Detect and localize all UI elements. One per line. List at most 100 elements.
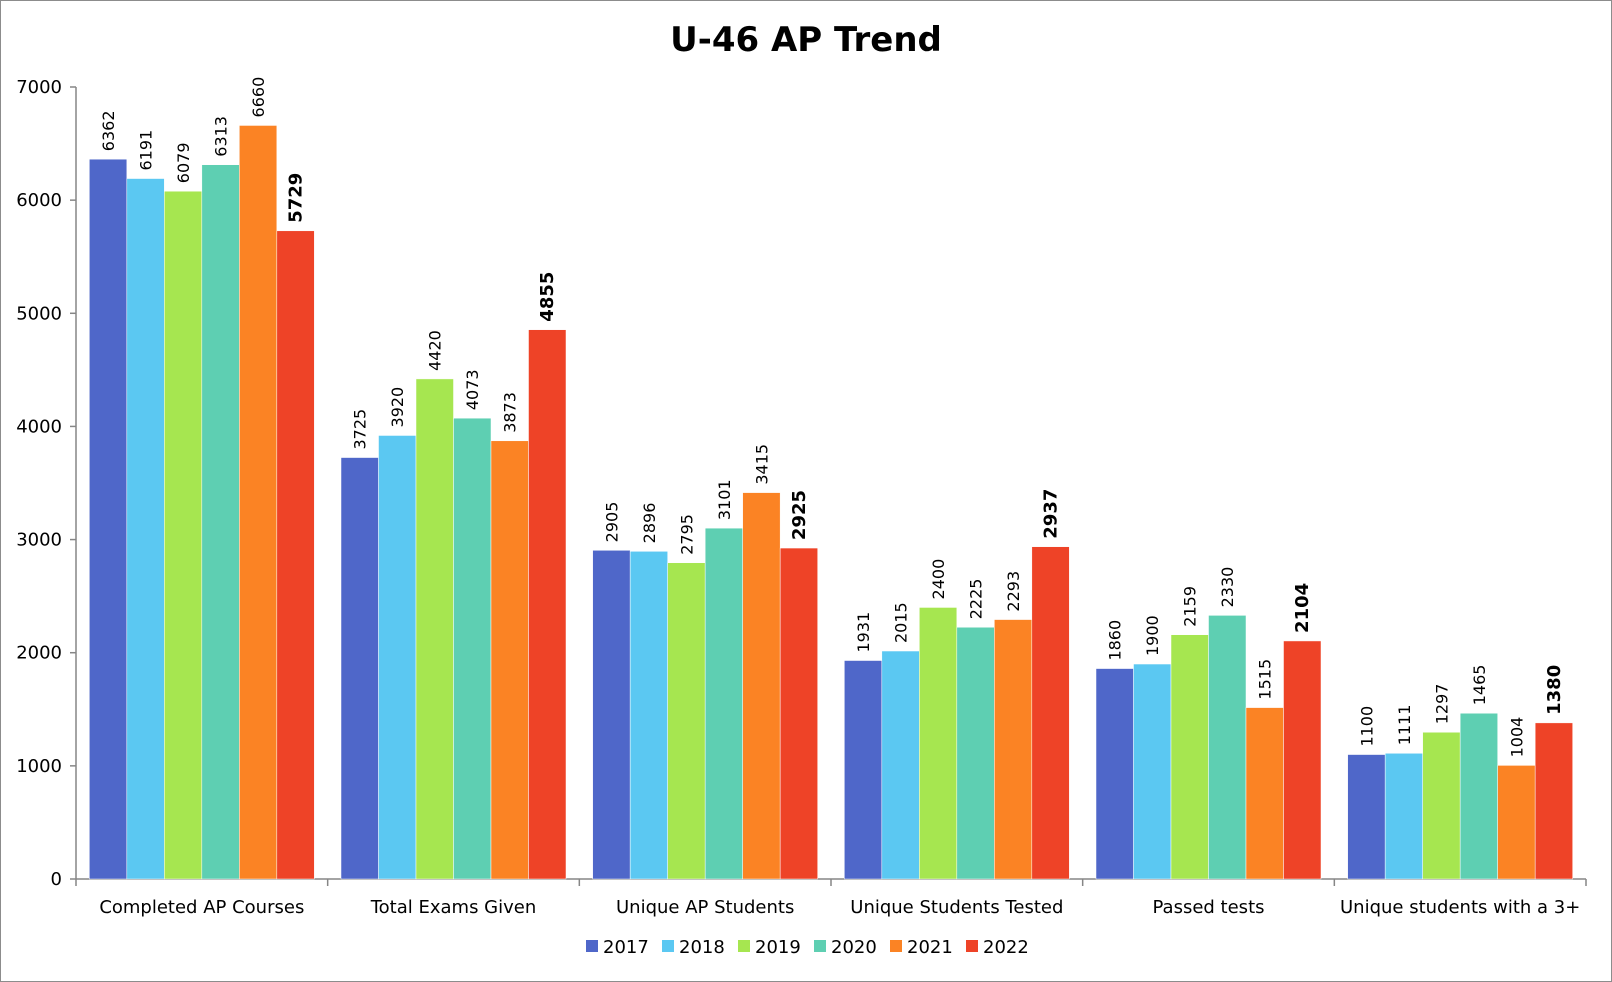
bar-2020 — [704, 527, 743, 880]
legend-item-2021: 2021 — [890, 937, 953, 958]
bar-2020 — [956, 627, 995, 880]
bar-2019 — [1422, 732, 1461, 880]
legend-item-2018: 2018 — [662, 937, 725, 958]
data-label: 1465 — [1470, 665, 1489, 706]
bar-2017 — [89, 158, 128, 880]
data-label: 2795 — [677, 514, 696, 555]
legend-swatch — [738, 940, 750, 952]
bar-2019 — [667, 562, 706, 880]
legend-item-2017: 2017 — [586, 937, 649, 958]
data-label: 4420 — [426, 330, 445, 371]
bar-2019 — [919, 607, 958, 880]
data-label: 2905 — [602, 502, 621, 543]
bar-2019 — [415, 378, 454, 880]
data-label: 1111 — [1395, 705, 1414, 746]
legend-label: 2021 — [907, 937, 953, 958]
data-label: 1380 — [1544, 665, 1565, 715]
bar-2021 — [1245, 707, 1284, 880]
data-label: 2225 — [967, 579, 986, 620]
data-label: 1860 — [1106, 620, 1125, 661]
x-category-label: Unique Students Tested — [850, 897, 1063, 918]
data-label: 1297 — [1432, 684, 1451, 725]
legend-swatch — [662, 940, 674, 952]
bar-2022 — [1534, 722, 1573, 880]
legend-item-2020: 2020 — [814, 937, 877, 958]
legend-swatch — [966, 940, 978, 952]
data-label: 4073 — [463, 369, 482, 410]
bar-2017 — [1347, 754, 1386, 880]
data-label: 2400 — [929, 559, 948, 600]
data-label: 2159 — [1181, 586, 1200, 627]
bar-2021 — [1497, 765, 1536, 880]
bar-2018 — [629, 551, 668, 880]
data-label: 6191 — [137, 130, 156, 171]
bar-2020 — [1459, 712, 1498, 880]
y-tick-label: 4000 — [16, 416, 62, 437]
y-tick-label: 7000 — [16, 77, 62, 98]
y-tick-label: 3000 — [16, 530, 62, 551]
chart-title: U-46 AP Trend — [670, 20, 942, 60]
data-labels: 6362 6191 6079 6313 6660 5729 3725 3920 4420 4073… — [99, 77, 1565, 758]
bar-2018 — [881, 650, 920, 880]
y-tick-label: 1000 — [16, 756, 62, 777]
x-category-label: Completed AP Courses — [99, 897, 304, 918]
data-label: 3873 — [501, 392, 520, 433]
bar-2021 — [239, 125, 278, 880]
legend-item-2019: 2019 — [738, 937, 801, 958]
data-label: 6079 — [174, 142, 193, 183]
bar-2018 — [126, 178, 165, 880]
data-label: 1004 — [1507, 717, 1526, 758]
x-category-label: Unique students with a 3+ — [1340, 897, 1580, 918]
legend-swatch — [814, 940, 826, 952]
bar-2020 — [453, 417, 492, 880]
data-label: 1100 — [1357, 706, 1376, 747]
bar-2021 — [742, 492, 781, 880]
data-label: 1900 — [1143, 615, 1162, 656]
legend-label: 2022 — [983, 937, 1029, 958]
bar-2022 — [1283, 640, 1322, 880]
y-axis: 0 1000 2000 3000 4000 5000 6000 7000 — [16, 77, 77, 890]
data-label: 6362 — [99, 110, 118, 151]
legend-swatch — [586, 940, 598, 952]
data-label: 3415 — [752, 444, 771, 485]
x-category-label: Passed tests — [1153, 897, 1265, 918]
data-label: 2896 — [640, 503, 659, 544]
data-label: 2015 — [892, 602, 911, 643]
bar-2022 — [1031, 546, 1070, 880]
data-label: 6313 — [212, 116, 231, 157]
legend-label: 2017 — [603, 937, 649, 958]
bar-2022 — [276, 230, 315, 880]
bar-2019 — [164, 190, 203, 880]
data-label: 2293 — [1004, 571, 1023, 612]
bar-2017 — [844, 660, 883, 880]
bar-2018 — [1384, 753, 1423, 880]
bar-2020 — [201, 164, 240, 880]
legend-label: 2018 — [679, 937, 725, 958]
bar-2020 — [1208, 615, 1247, 880]
legend-item-2022: 2022 — [966, 937, 1029, 958]
bar-2017 — [592, 550, 631, 880]
bar-2017 — [1095, 668, 1134, 880]
bar-2019 — [1170, 634, 1209, 880]
data-label: 4855 — [537, 272, 558, 322]
x-category-label: Total Exams Given — [370, 897, 537, 918]
data-label: 1931 — [854, 612, 873, 653]
bar-2017 — [340, 457, 379, 880]
bar-2018 — [378, 435, 417, 880]
data-label: 2937 — [1041, 489, 1062, 539]
data-label: 2330 — [1218, 567, 1237, 608]
legend-label: 2019 — [755, 937, 801, 958]
data-label: 3101 — [715, 479, 734, 520]
data-label: 2104 — [1292, 583, 1313, 633]
data-label: 6660 — [249, 77, 268, 118]
y-tick-label: 0 — [51, 869, 62, 890]
data-label: 2925 — [789, 490, 810, 540]
bar-2022 — [779, 547, 818, 880]
y-tick-label: 6000 — [16, 190, 62, 211]
y-tick-label: 2000 — [16, 643, 62, 664]
bar-2021 — [994, 619, 1033, 880]
data-label: 1515 — [1256, 659, 1275, 700]
data-label: 3725 — [351, 409, 370, 450]
